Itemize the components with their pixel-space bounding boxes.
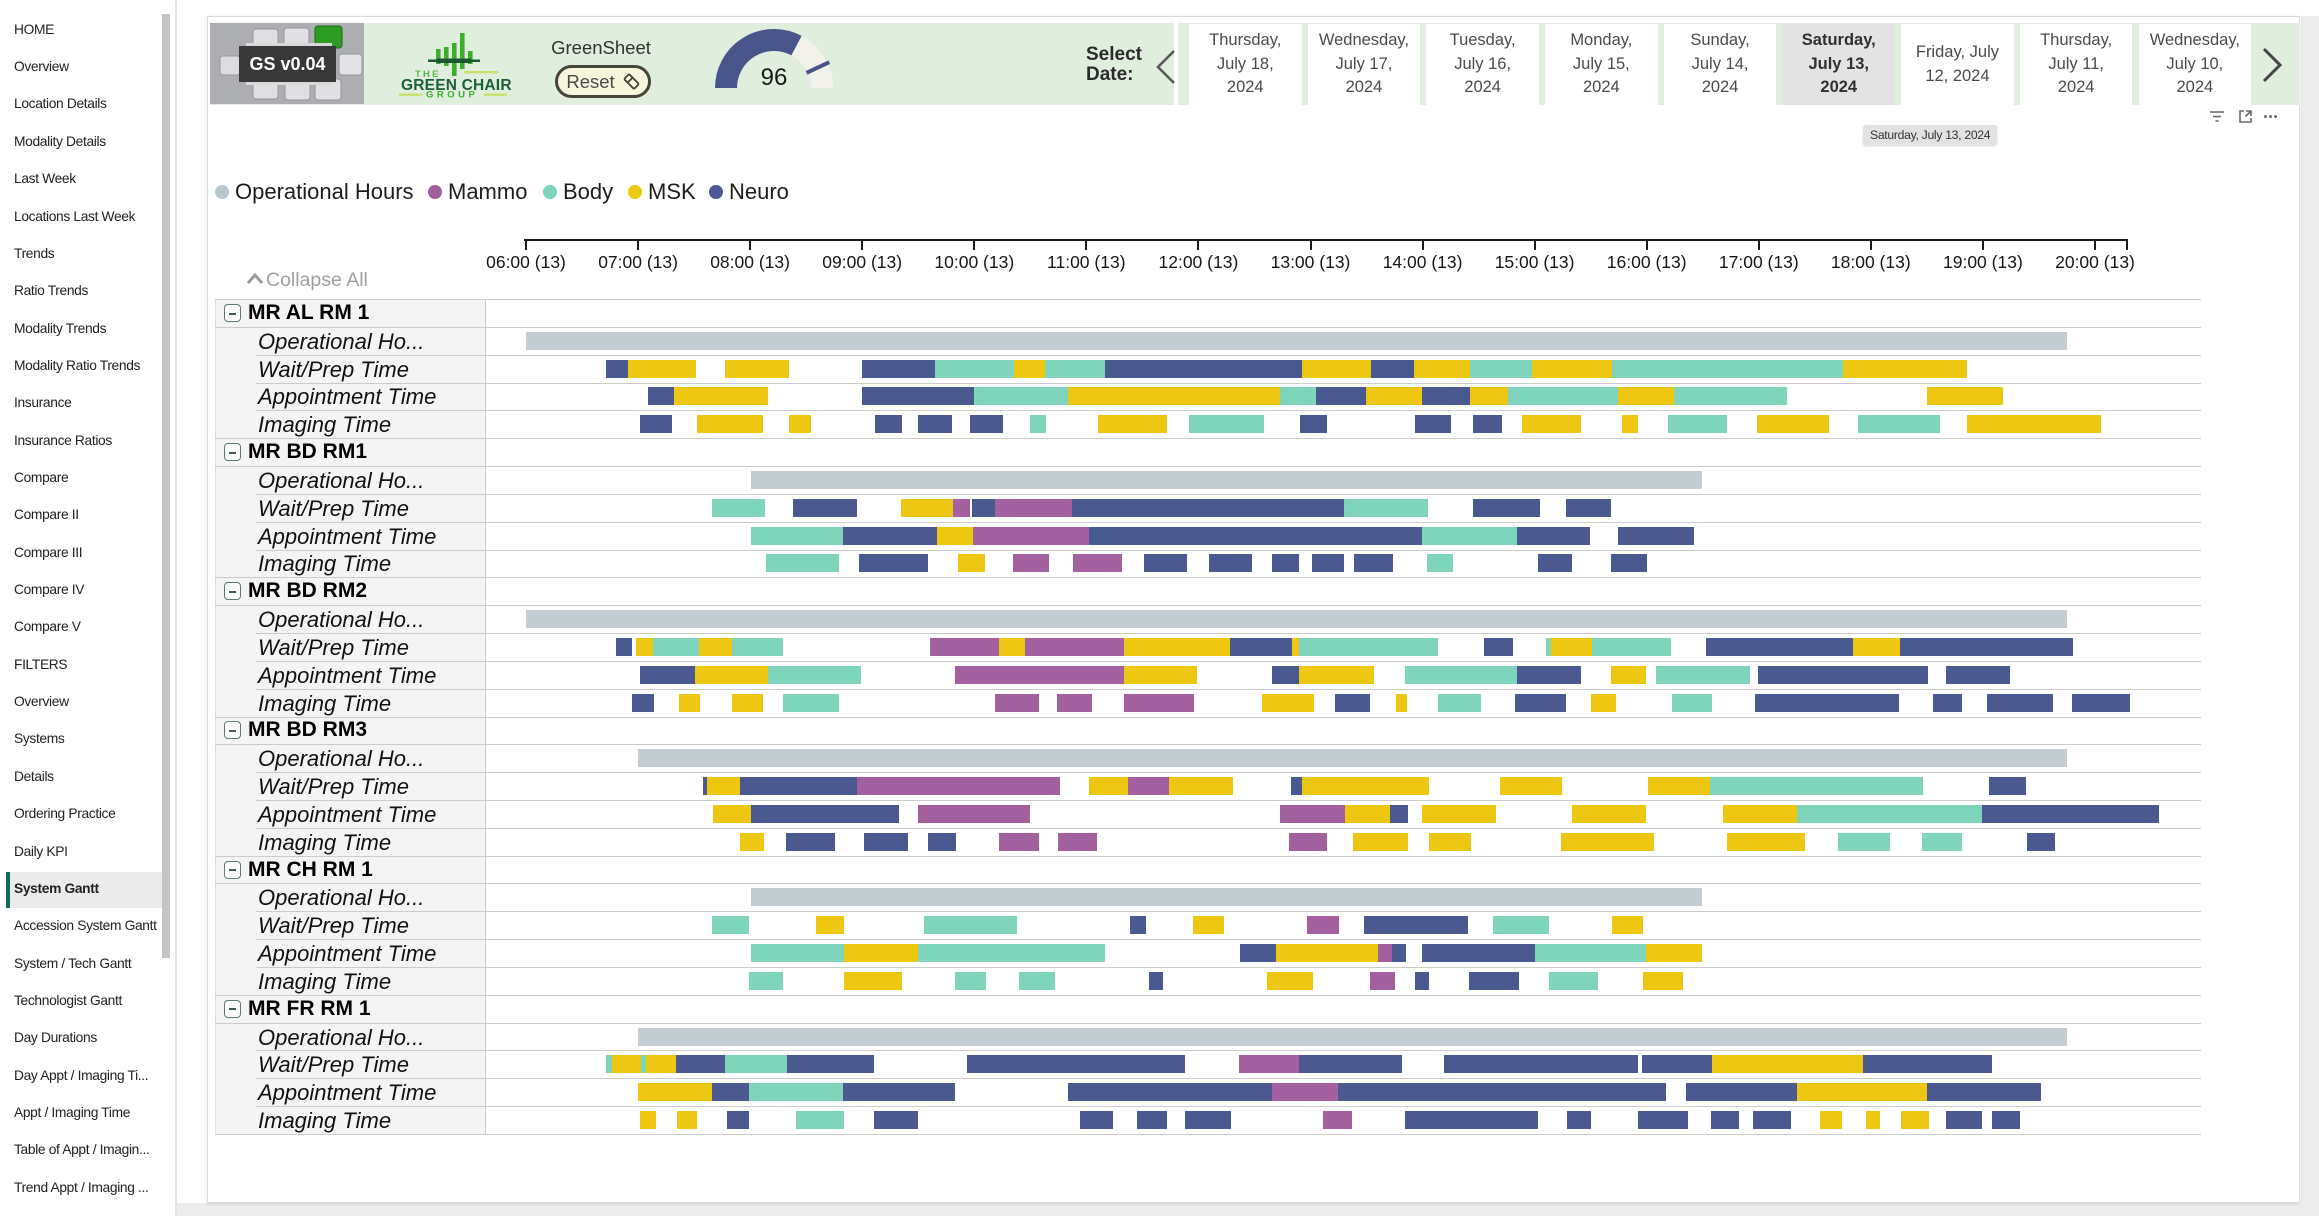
svg-text:GS v0.04: GS v0.04 — [249, 54, 325, 74]
svg-text:GROUP: GROUP — [426, 90, 478, 101]
svg-text:THE: THE — [415, 69, 441, 80]
svg-text:GREEN CHAIR: GREEN CHAIR — [401, 77, 512, 94]
svg-text:96: 96 — [761, 64, 788, 91]
